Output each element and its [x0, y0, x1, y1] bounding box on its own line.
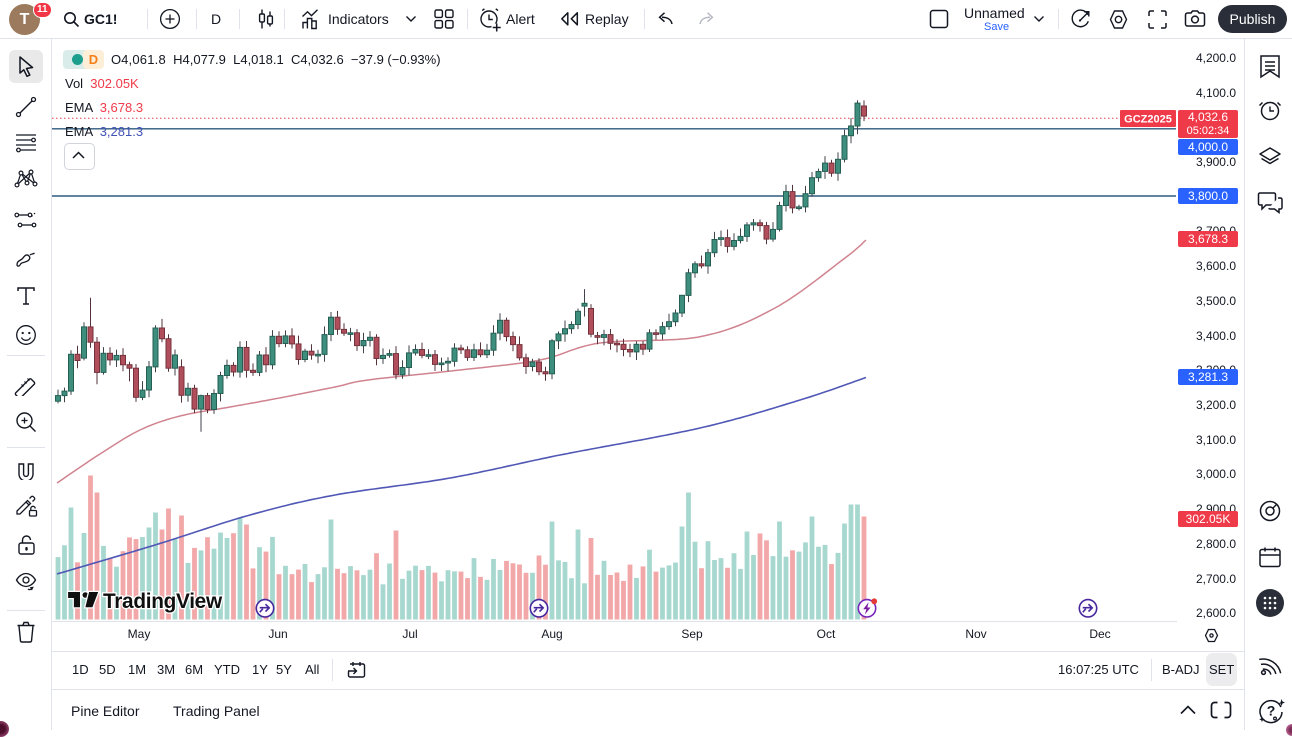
svg-text:GCZ2025: GCZ2025 [1124, 114, 1172, 126]
svg-text:TradingView: TradingView [103, 590, 223, 613]
svg-text:?: ? [1267, 703, 1276, 719]
